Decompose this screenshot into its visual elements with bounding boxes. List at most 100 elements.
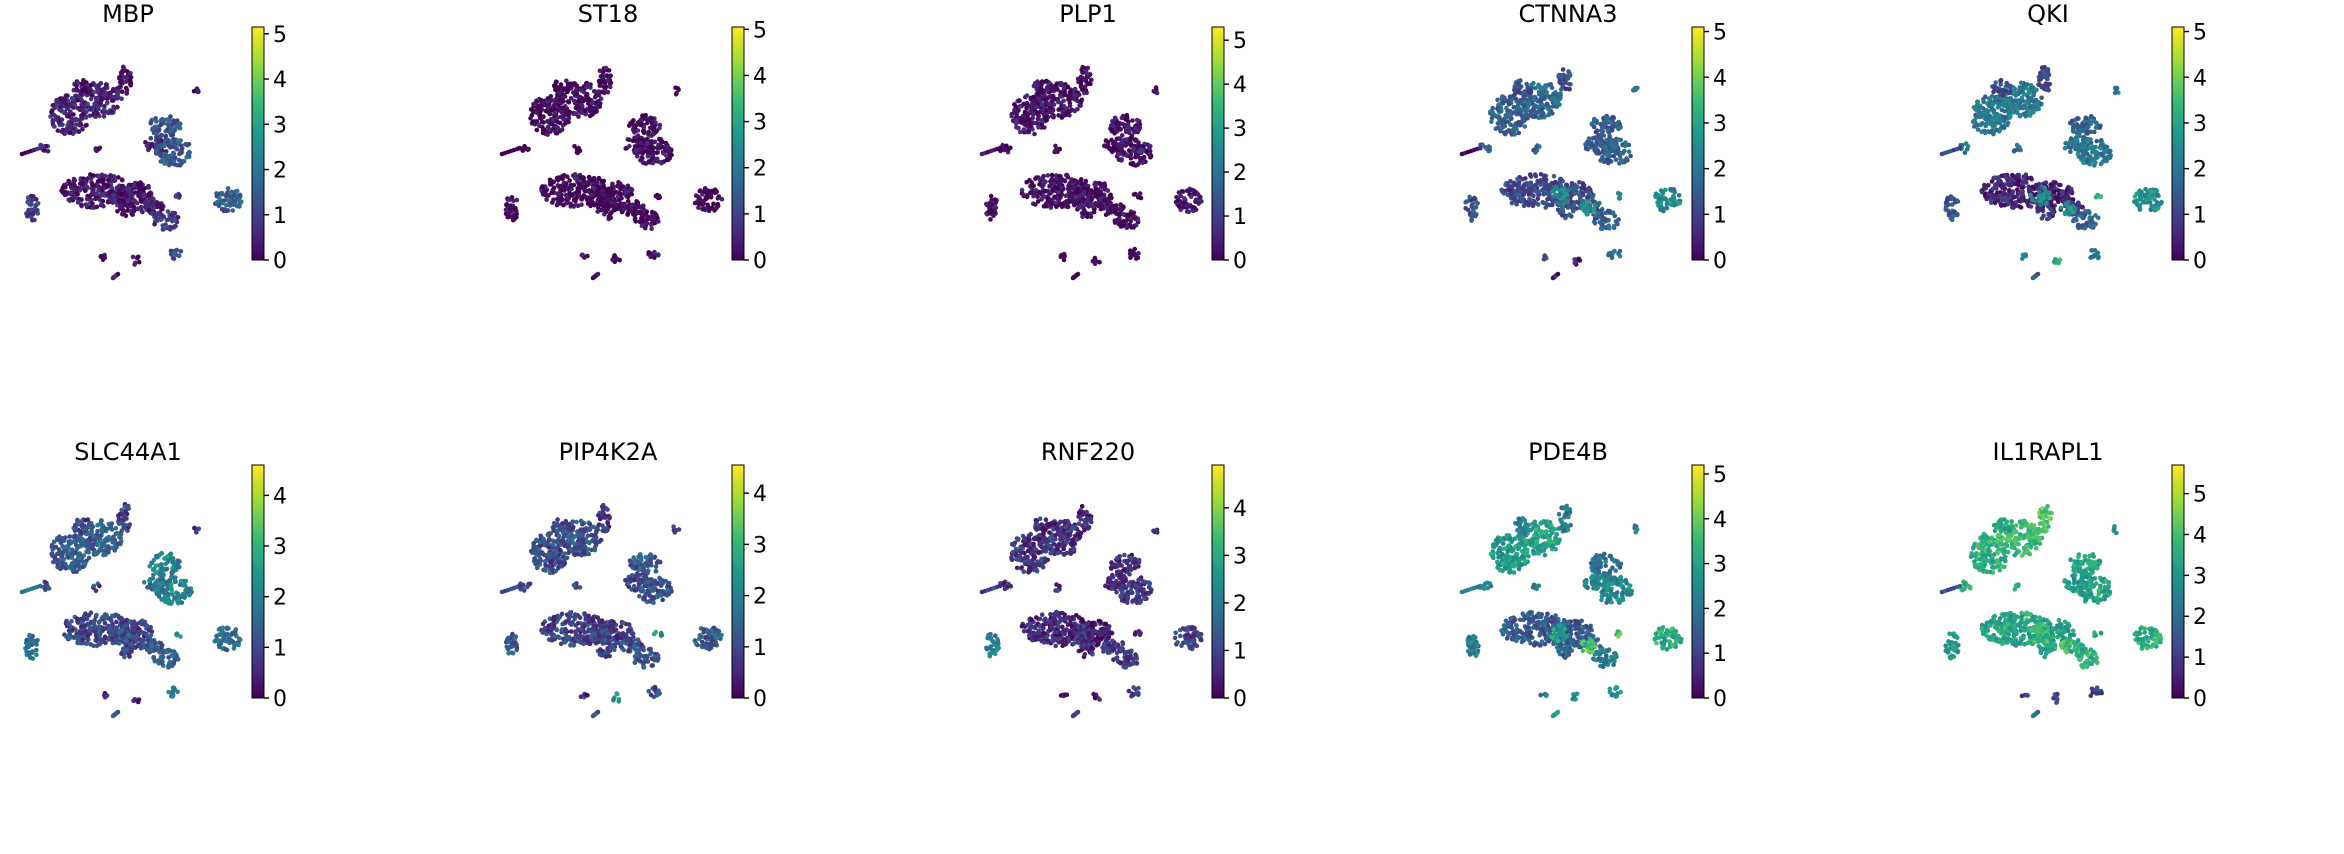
cell-point <box>57 118 62 124</box>
cell-point <box>140 209 145 215</box>
cell-point <box>1152 89 1157 94</box>
cell-point <box>152 222 157 227</box>
colorbar-tick-label: 5 <box>753 18 767 43</box>
cell-point <box>234 188 240 194</box>
cell-point <box>652 249 657 255</box>
cell-point <box>1676 193 1682 198</box>
cell-point <box>1138 195 1144 201</box>
cell-point <box>165 156 170 162</box>
cell-point <box>601 182 606 188</box>
cell-point <box>51 112 57 118</box>
cell-point <box>1017 104 1023 109</box>
cell-point <box>79 81 85 87</box>
cell-point <box>75 200 81 205</box>
cell-point <box>178 249 184 254</box>
cell-point <box>647 148 653 154</box>
cell-cluster <box>1131 191 1144 201</box>
cell-point <box>1593 129 1599 135</box>
cell-point <box>154 134 159 140</box>
cell-point <box>91 89 97 95</box>
cell-point <box>1526 202 1531 207</box>
cell-point <box>1464 199 1469 204</box>
cell-cluster <box>19 145 43 157</box>
cell-point <box>2031 90 2037 96</box>
cell-point <box>121 208 127 213</box>
cell-point <box>624 189 629 195</box>
cell-point <box>1528 88 1534 93</box>
cell-point <box>1078 84 1084 89</box>
cell-point <box>1596 214 1602 219</box>
cell-point <box>1024 179 1029 185</box>
cell-point <box>549 190 554 196</box>
cell-point <box>153 148 159 154</box>
cell-point <box>1542 253 1547 258</box>
cell-point <box>148 119 154 125</box>
cell-point <box>551 185 557 191</box>
cell-point <box>1583 207 1588 213</box>
cell-point <box>1126 148 1132 153</box>
cell-point <box>1116 221 1122 227</box>
cell-point <box>1105 188 1111 193</box>
cell-point <box>531 108 536 113</box>
umap-scatter <box>1939 64 2164 281</box>
colorbar-tick-label: 0 <box>1233 249 1247 274</box>
cell-point <box>1120 212 1126 217</box>
cell-point <box>1997 127 2003 132</box>
cell-point <box>153 127 159 133</box>
cell-point <box>552 111 557 116</box>
cell-point <box>1103 143 1109 149</box>
cell-point <box>1132 125 1138 131</box>
cell-point <box>1104 205 1109 210</box>
cell-point <box>1059 185 1064 190</box>
cell-point <box>78 117 83 122</box>
colorbar-tick-label: 0 <box>1713 249 1727 274</box>
cell-point <box>1128 136 1133 141</box>
cell-point <box>154 202 160 207</box>
cell-point <box>1505 108 1510 114</box>
cell-point <box>608 84 613 90</box>
cell-point <box>1045 173 1051 178</box>
colorbar-tick-label: 4 <box>273 68 287 93</box>
cell-point <box>104 100 110 106</box>
cell-point <box>1533 85 1538 91</box>
cell-point <box>1477 145 1483 151</box>
cell-point <box>715 203 721 209</box>
cell-cluster <box>1631 85 1640 93</box>
cell-point <box>1527 188 1533 193</box>
cell-point <box>1572 257 1577 262</box>
cell-point <box>663 153 669 158</box>
cell-point <box>1061 103 1067 109</box>
cell-point <box>220 200 225 206</box>
cell-point <box>74 191 80 197</box>
cell-cluster <box>653 192 663 201</box>
cell-cluster <box>152 209 181 232</box>
cell-point <box>1987 96 1992 101</box>
cell-point <box>29 202 34 207</box>
cell-point <box>89 197 94 203</box>
cell-point <box>1990 102 1995 107</box>
cell-point <box>1107 199 1113 205</box>
cell-cluster <box>1615 190 1623 201</box>
cell-point <box>162 161 167 166</box>
cell-point <box>160 227 166 232</box>
cell-point <box>1110 148 1116 154</box>
cell-point <box>988 193 994 199</box>
cell-point <box>1501 130 1507 135</box>
cell-point <box>1028 123 1033 129</box>
cell-point <box>1592 216 1598 221</box>
cell-point <box>146 192 151 197</box>
cell-point <box>1500 99 1505 105</box>
cell-cluster <box>499 145 523 157</box>
cell-point <box>1503 112 1509 118</box>
cell-point <box>1140 148 1145 153</box>
cell-point <box>115 209 120 214</box>
cell-point <box>72 178 77 183</box>
cell-point <box>1613 144 1619 150</box>
cell-point <box>1110 118 1115 124</box>
cell-point <box>573 198 578 204</box>
cell-point <box>1121 204 1126 209</box>
cell-point <box>1580 181 1585 186</box>
cell-point <box>134 200 140 206</box>
cell-point <box>125 208 131 213</box>
